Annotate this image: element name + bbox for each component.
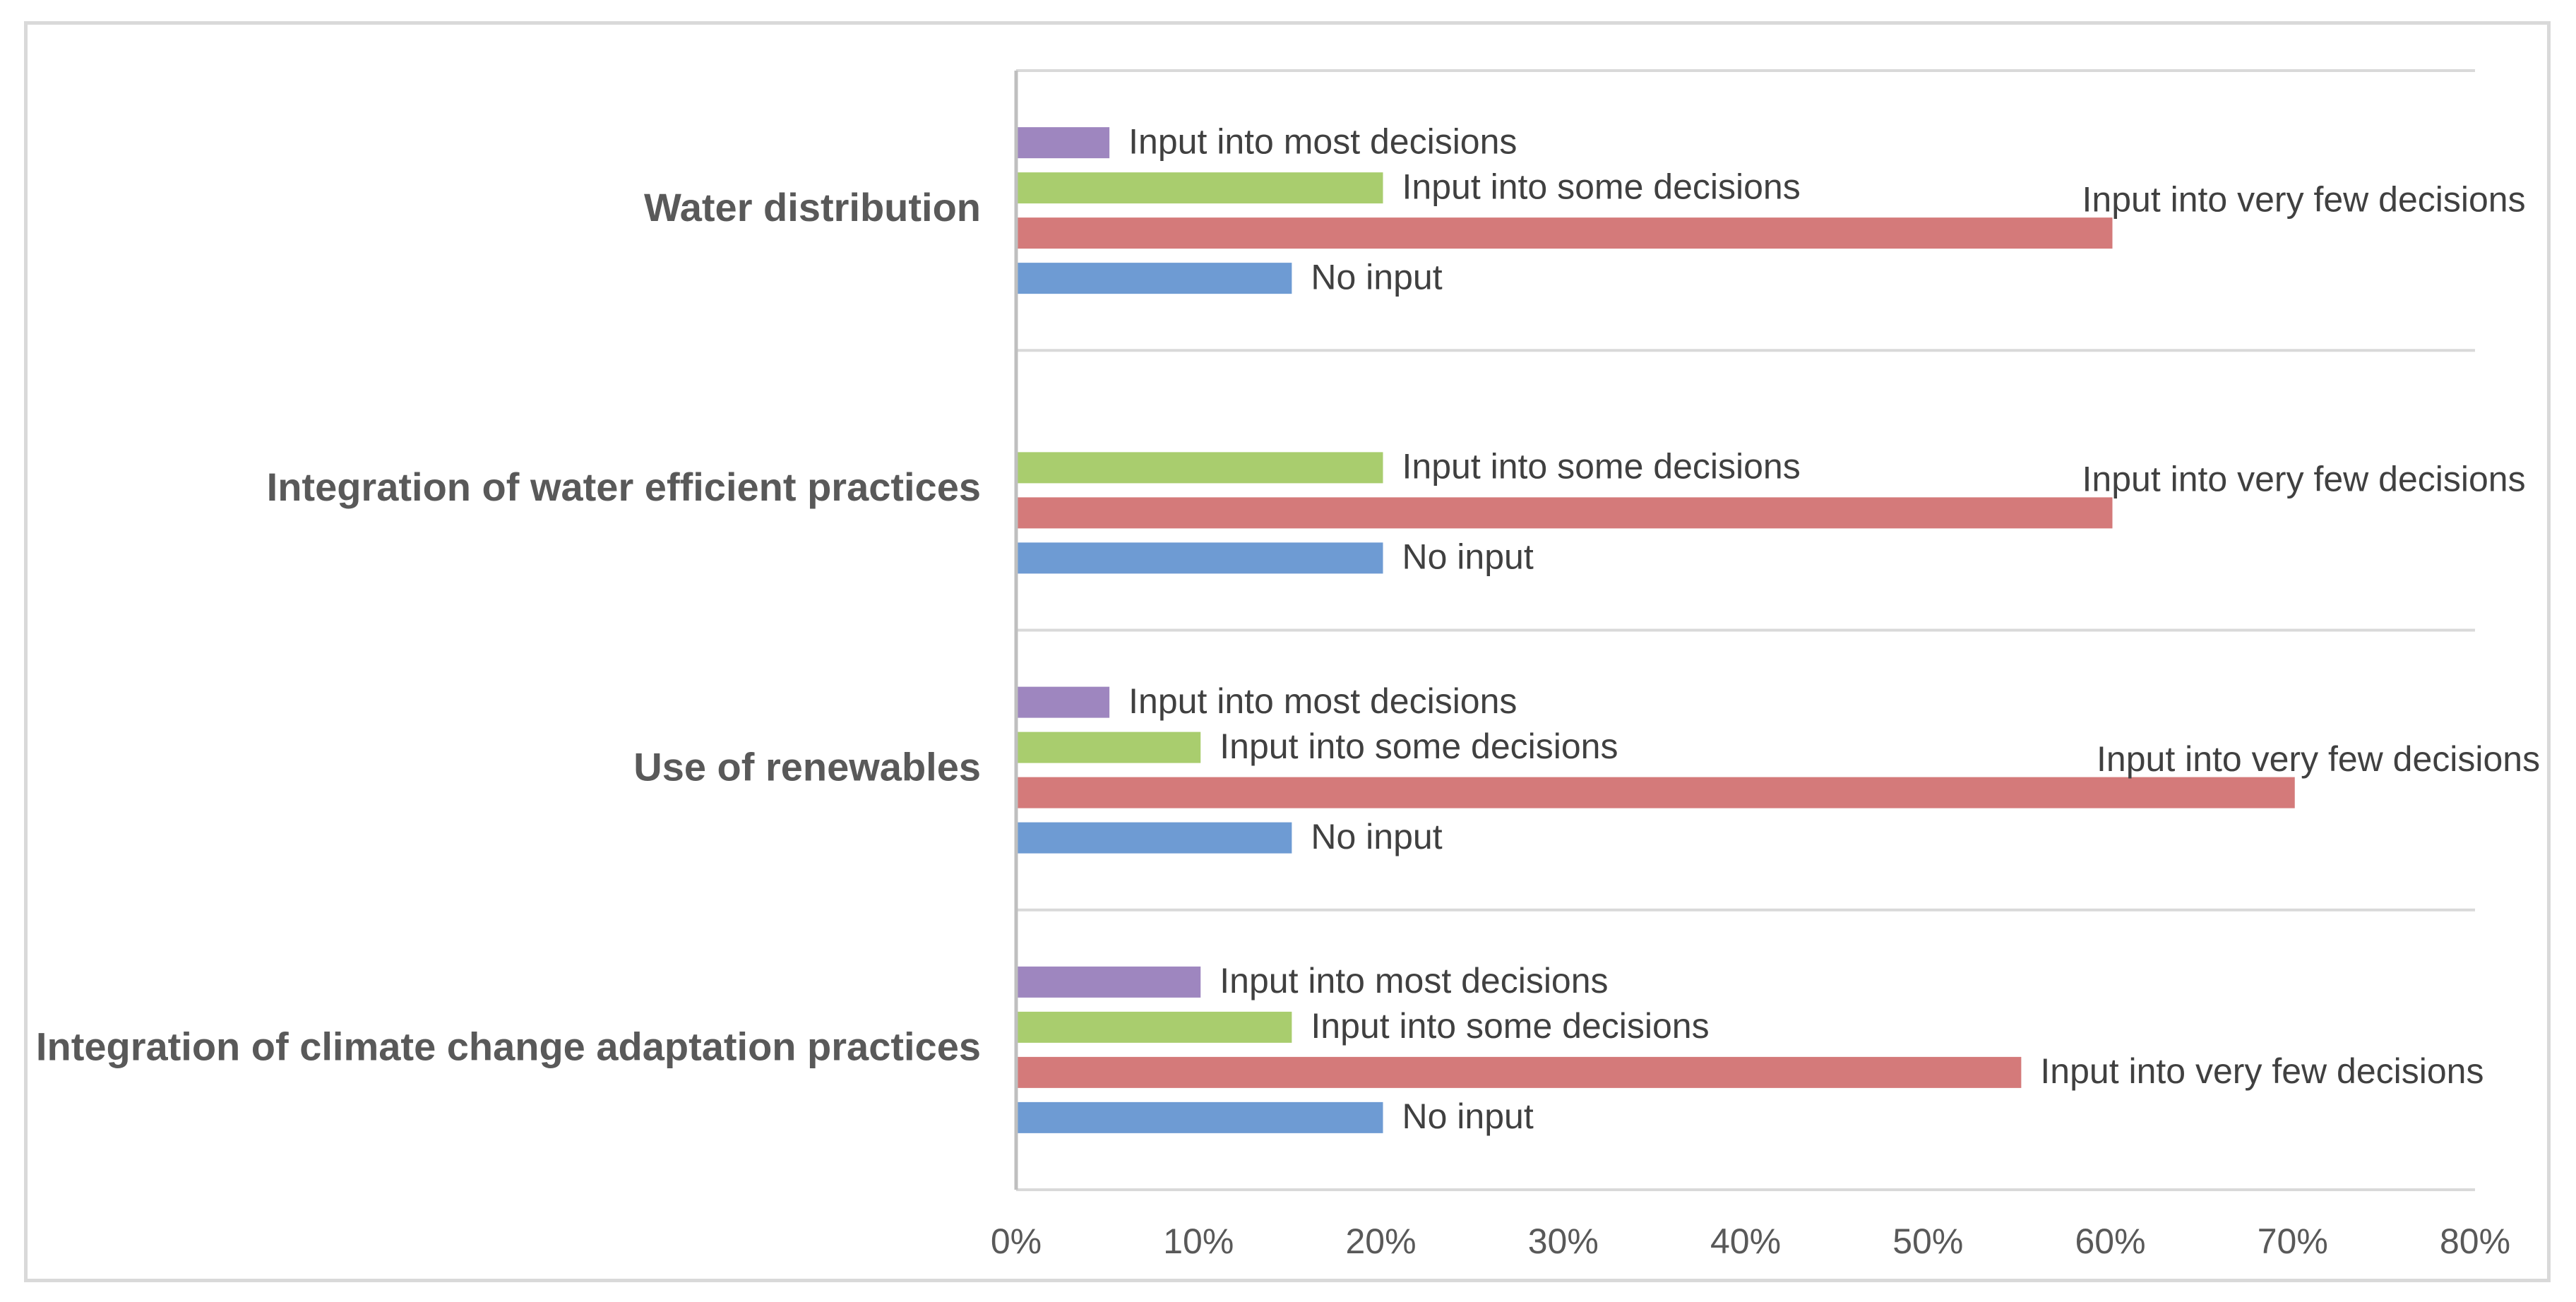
label-layer: Water distribution Input into most decisi…	[36, 121, 2540, 1136]
x-tick-label: 70%	[2258, 1222, 2328, 1261]
data-label: Input into some decisions	[1311, 1006, 1709, 1046]
data-label: Input into very few decisions	[2097, 739, 2540, 779]
bar-input-into-some-decisions	[1017, 172, 1383, 204]
x-tick-label: 80%	[2440, 1222, 2510, 1261]
bar-no-input	[1017, 263, 1292, 294]
chart-frame: 0% 10% 20% 30% 40% 50% 60% 70% 80% Water distrib…	[24, 21, 2551, 1282]
x-tick-label: 50%	[1892, 1222, 1963, 1261]
x-tick-label: 30%	[1528, 1222, 1599, 1261]
x-tick-label: 0%	[991, 1222, 1042, 1261]
bar-input-into-very-few-decisions	[1017, 777, 2295, 808]
category-label: Integration of water efficient practices	[267, 465, 981, 509]
bar-input-into-most-decisions	[1017, 966, 1201, 998]
bar-chart: 0% 10% 20% 30% 40% 50% 60% 70% 80% Water distrib…	[36, 69, 2540, 1261]
x-tick-label: 60%	[2075, 1222, 2145, 1261]
bar-input-into-very-few-decisions	[1017, 497, 2113, 529]
category-label: Water distribution	[644, 185, 981, 229]
x-tick-label: 10%	[1163, 1222, 1234, 1261]
x-tick-label: 40%	[1710, 1222, 1781, 1261]
category-label: Use of renewables	[633, 744, 981, 789]
bar-no-input	[1017, 1101, 1383, 1133]
data-label: Input into most decisions	[1128, 681, 1517, 721]
bar-input-into-most-decisions	[1017, 686, 1110, 718]
bar-input-into-some-decisions	[1017, 452, 1383, 484]
data-label: Input into some decisions	[1220, 727, 1618, 766]
bar-input-into-very-few-decisions	[1017, 217, 2113, 249]
data-label: No input	[1402, 537, 1534, 577]
data-label: Input into some decisions	[1402, 447, 1801, 486]
data-label: No input	[1402, 1097, 1534, 1136]
bar-no-input	[1017, 542, 1383, 574]
grid-layer	[1016, 69, 2475, 1191]
bar-no-input	[1017, 822, 1292, 854]
x-tick-label: 20%	[1345, 1222, 1416, 1261]
axis-layer: 0% 10% 20% 30% 40% 50% 60% 70% 80%	[991, 71, 2510, 1261]
data-label: Input into very few decisions	[2082, 460, 2526, 499]
bar-input-into-most-decisions	[1017, 127, 1110, 159]
data-label: Input into very few decisions	[2040, 1051, 2483, 1091]
bar-input-into-some-decisions	[1017, 731, 1201, 763]
data-label: Input into some decisions	[1402, 167, 1801, 206]
data-label: Input into most decisions	[1128, 121, 1517, 161]
bar-input-into-some-decisions	[1017, 1011, 1292, 1043]
data-label: Input into most decisions	[1220, 961, 1608, 1001]
data-label: No input	[1311, 257, 1442, 297]
bar-input-into-very-few-decisions	[1017, 1056, 2022, 1088]
data-label: Input into very few decisions	[2082, 179, 2526, 219]
data-label: No input	[1311, 817, 1442, 856]
category-label: Integration of climate change adaptation…	[36, 1025, 981, 1069]
